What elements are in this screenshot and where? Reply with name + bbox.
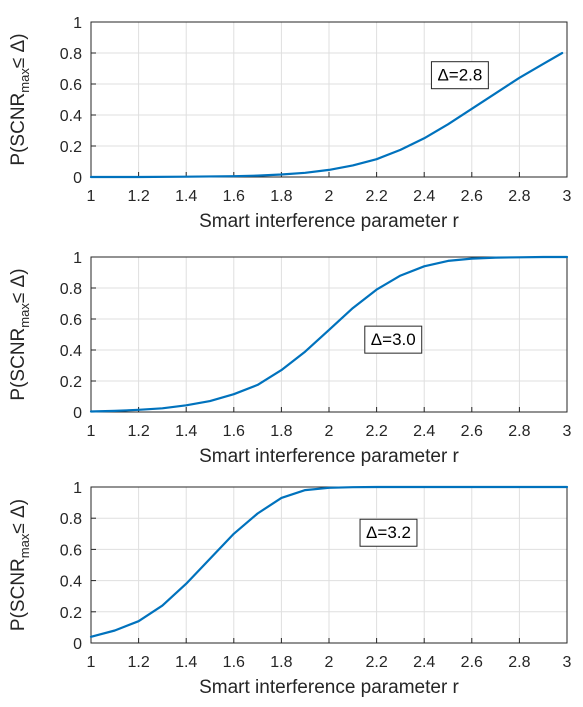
axes-frame — [90, 21, 568, 178]
y-axis-label: P(SCNRmax≤ Δ) — [8, 33, 32, 165]
x-tick-label: 1.4 — [175, 654, 197, 671]
y-axis-label-main: P(SCNR — [8, 93, 29, 166]
x-tick-label: 1.6 — [223, 188, 245, 205]
x-tick-label: 2.2 — [365, 423, 387, 440]
x-tick-label: 2.8 — [508, 654, 530, 671]
y-tick-label: 0.4 — [60, 108, 82, 125]
x-tick-label: 1.8 — [270, 423, 292, 440]
annotation-text: Δ=2.8 — [437, 66, 482, 85]
x-tick-label: 1.8 — [270, 654, 292, 671]
x-tick-label: 3 — [563, 654, 572, 671]
y-axis-label-main: P(SCNR — [8, 558, 29, 631]
y-axis-label-tail: ≤ Δ) — [8, 499, 29, 534]
x-tick-label: 3 — [563, 423, 572, 440]
y-axis-label-subscript: max — [17, 68, 32, 93]
x-tick-label: 1.4 — [175, 188, 197, 205]
y-axis-label: P(SCNRmax≤ Δ) — [8, 268, 32, 400]
x-tick-label: 2 — [325, 188, 334, 205]
y-tick-label: 1 — [73, 15, 82, 32]
x-tick-label: 2.6 — [461, 188, 483, 205]
annotation-box: Δ=3.2 — [359, 518, 418, 547]
x-tick-label: 1 — [87, 188, 96, 205]
y-tick-label: 0 — [73, 636, 82, 653]
y-axis-label-main: P(SCNR — [8, 328, 29, 401]
x-tick-label: 2.4 — [413, 423, 435, 440]
x-tick-label: 1.4 — [175, 423, 197, 440]
y-tick-label: 0.8 — [60, 46, 82, 63]
y-tick-label: 0 — [73, 170, 82, 187]
y-tick-label: 0.2 — [60, 139, 82, 156]
y-tick-label: 0.4 — [60, 574, 82, 591]
y-tick-label: 0.6 — [60, 542, 82, 559]
y-tick-label: 0 — [73, 405, 82, 422]
cdf-line-series-1 — [89, 255, 569, 413]
y-axis-label-tail: ≤ Δ) — [8, 33, 29, 68]
cdf-line-series-1 — [89, 51, 564, 179]
y-tick-label: 0.4 — [60, 343, 82, 360]
y-tick-label: 0.6 — [60, 312, 82, 329]
x-tick-label: 2.8 — [508, 423, 530, 440]
y-axis-label: P(SCNRmax≤ Δ) — [8, 499, 32, 631]
x-tick-label: 2.8 — [508, 188, 530, 205]
x-axis-label: Smart interference parameter r — [199, 677, 459, 698]
y-tick-label: 0.8 — [60, 281, 82, 298]
y-tick-label: 0.8 — [60, 511, 82, 528]
x-tick-label: 2.4 — [413, 654, 435, 671]
x-tick-label: 1.2 — [127, 423, 149, 440]
chart-panel-3: 1 1.2 1.4 1.6 1.8 2 2.2 2.4 2.6 2.8 3 0 0.2 0.4 0.6 0.8… — [8, 480, 572, 698]
annotation-frame — [364, 325, 423, 354]
cdf-line-series-1 — [89, 485, 569, 638]
x-axis-label: Smart interference parameter r — [199, 446, 459, 467]
x-tick-label: 2.2 — [365, 188, 387, 205]
y-axis-label-subscript: max — [17, 303, 32, 328]
x-tick-label: 2 — [325, 654, 334, 671]
y-tick-label: 0.2 — [60, 374, 82, 391]
annotation-box: Δ=2.8 — [430, 61, 489, 90]
x-tick-label: 1 — [87, 423, 96, 440]
axes-frame — [90, 256, 568, 413]
annotation-text: Δ=3.2 — [366, 523, 411, 542]
x-tick-label: 2 — [325, 423, 334, 440]
y-tick-label: 1 — [73, 480, 82, 497]
annotation-text: Δ=3.0 — [371, 330, 416, 349]
x-tick-label: 2.4 — [413, 188, 435, 205]
annotation-frame — [359, 518, 418, 547]
x-tick-label: 1 — [87, 654, 96, 671]
chart-panel-2: 1 1.2 1.4 1.6 1.8 2 2.2 2.4 2.6 2.8 3 0 0.2 0.4 0.6 0.8… — [8, 250, 572, 467]
x-tick-label: 2.6 — [461, 654, 483, 671]
y-tick-label: 0.2 — [60, 605, 82, 622]
x-axis-label: Smart interference parameter r — [199, 211, 459, 232]
x-tick-label: 3 — [563, 188, 572, 205]
annotation-frame — [430, 61, 489, 90]
y-axis-label-subscript: max — [17, 533, 32, 558]
x-tick-label: 1.2 — [127, 654, 149, 671]
x-tick-label: 1.8 — [270, 188, 292, 205]
x-tick-label: 2.6 — [461, 423, 483, 440]
x-tick-label: 1.2 — [127, 188, 149, 205]
y-axis-label-tail: ≤ Δ) — [8, 268, 29, 303]
annotation-box: Δ=3.0 — [364, 325, 423, 354]
y-tick-label: 0.6 — [60, 77, 82, 94]
chart-panel-1: 1 1.2 1.4 1.6 1.8 2 2.2 2.4 2.6 2.8 3 0 0.2 0.4 0.6 0.8… — [8, 15, 572, 232]
x-tick-label: 1.6 — [223, 423, 245, 440]
x-tick-label: 2.2 — [365, 654, 387, 671]
y-tick-label: 1 — [73, 250, 82, 267]
x-tick-label: 1.6 — [223, 654, 245, 671]
